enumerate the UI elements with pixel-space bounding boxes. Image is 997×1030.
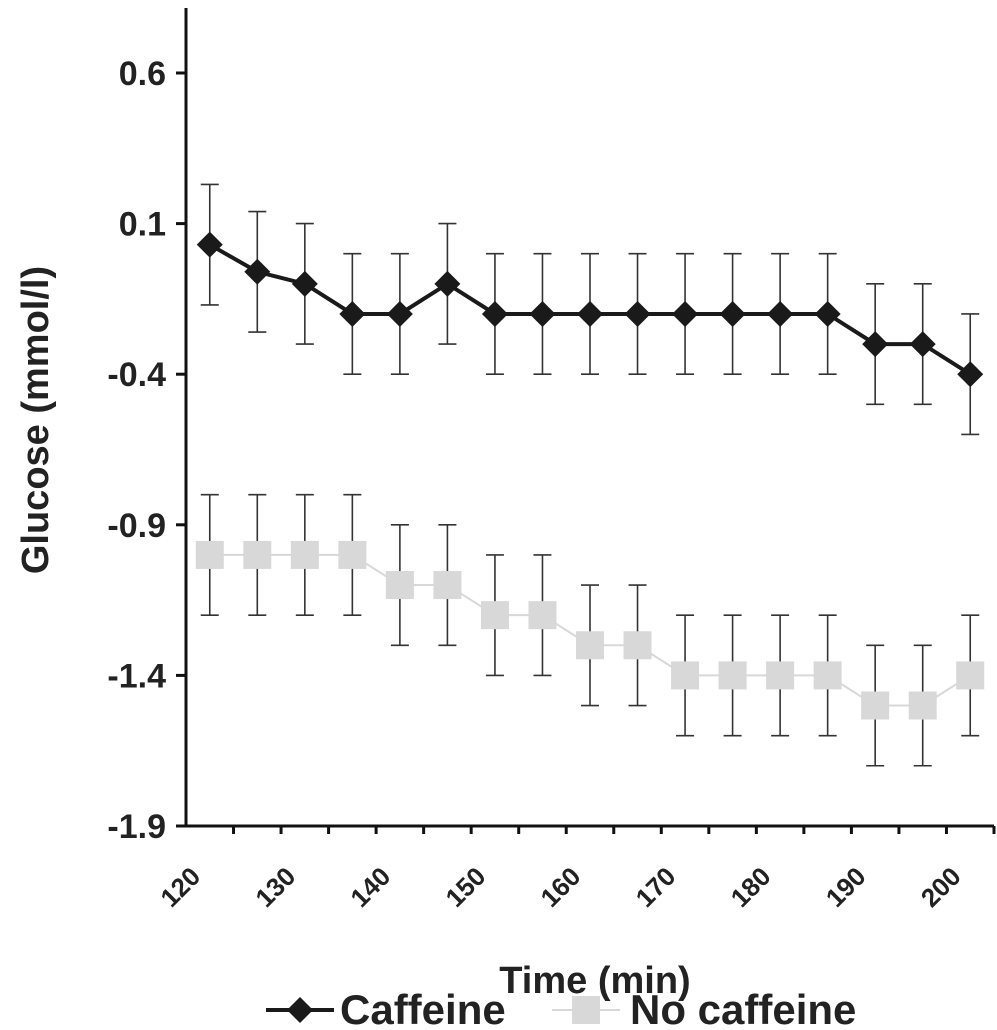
data-point (243, 540, 272, 569)
y-tick-label: -1.4 (107, 657, 166, 695)
legend-label-caffeine: Caffeine (340, 986, 506, 1030)
legend-marker-caffeine (287, 997, 313, 1023)
data-point (672, 300, 699, 327)
y-tick-label: 0.1 (119, 206, 166, 244)
data-point (861, 691, 890, 720)
data-point (196, 231, 223, 258)
legend-label-no-caffeine: No caffeine (630, 986, 856, 1030)
data-point (814, 300, 841, 327)
data-point (195, 540, 224, 569)
data-point (956, 661, 985, 690)
data-point (386, 300, 413, 327)
y-axis: 0.6 0.1 -0.4 -0.9 -1.4 -1.9 (107, 8, 188, 846)
x-axis-title: Time (min) (499, 960, 690, 1002)
plot-area (195, 183, 985, 767)
series-no-caffeine (195, 493, 985, 767)
data-point (528, 601, 557, 630)
x-tick-label: 120 (154, 861, 206, 913)
data-point (339, 300, 366, 327)
y-tick-label: -0.4 (107, 356, 166, 394)
legend-marker-no-caffeine (572, 996, 600, 1024)
data-point (623, 631, 652, 660)
data-point (434, 270, 461, 297)
data-point (862, 331, 889, 358)
series-caffeine (196, 183, 984, 436)
data-point (671, 661, 700, 690)
data-point (766, 661, 795, 690)
x-tick-label: 180 (725, 861, 777, 913)
x-tick-label: 160 (535, 861, 587, 913)
data-point (577, 300, 603, 327)
y-axis-title: Glucose (mmol/l) (15, 266, 57, 574)
y-tick-label: -1.9 (107, 808, 166, 846)
data-point (529, 300, 556, 327)
data-point (385, 571, 414, 600)
y-tick-label: 0.6 (119, 55, 166, 93)
data-point (908, 691, 937, 720)
data-point (291, 270, 318, 297)
data-point (909, 331, 936, 358)
data-point (480, 601, 509, 630)
data-point (719, 300, 746, 327)
data-point (718, 661, 747, 690)
x-axis: 120 130 140 150 160 170 180 190 200 (154, 824, 996, 913)
data-point (481, 300, 508, 327)
x-tick-label: 140 (344, 861, 396, 913)
data-point (244, 258, 271, 285)
data-point (813, 661, 842, 690)
data-point (767, 300, 794, 327)
x-tick-label: 170 (630, 861, 682, 913)
data-point (957, 361, 984, 388)
x-tick-label: 130 (249, 861, 301, 913)
data-point (290, 540, 319, 569)
x-tick-label: 190 (820, 861, 872, 913)
data-point (576, 631, 604, 660)
data-point (338, 540, 367, 569)
data-point (433, 571, 462, 600)
x-tick-label: 200 (915, 861, 967, 913)
x-tick-label: 150 (440, 861, 492, 913)
data-point (624, 300, 651, 327)
legend: Caffeine No caffeine (266, 986, 856, 1030)
y-tick-label: -0.9 (107, 507, 166, 545)
